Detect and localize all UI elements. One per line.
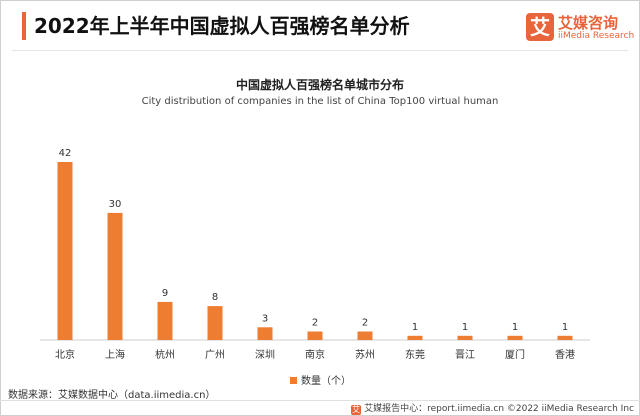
footer-text: 艾媒报告中心：report.iimedia.cn ©2022 iiMedia R… [364, 404, 634, 414]
title-divider [12, 50, 628, 51]
bar-1 [107, 212, 123, 340]
data-label-1: 30 [109, 199, 122, 210]
data-label-0: 42 [59, 148, 72, 159]
x-tick-label-9: 厦门 [505, 348, 525, 361]
legend-swatch [290, 377, 297, 384]
bar-7 [407, 335, 423, 340]
bar-0 [57, 162, 73, 340]
x-tick-label-10: 香港 [555, 349, 575, 361]
data-label-3: 8 [212, 292, 218, 303]
data-label-7: 1 [412, 322, 418, 333]
data-label-5: 2 [312, 318, 318, 329]
bar-4 [257, 327, 273, 340]
data-label-4: 3 [262, 313, 268, 324]
page-title: 2022年上半年中国虚拟人百强榜名单分析 [34, 14, 410, 38]
brand-name-en: iiMedia Research [558, 31, 635, 41]
data-source: 数据来源：艾媒数据中心（data.iimedia.cn） [8, 390, 216, 401]
x-tick-label-3: 广州 [205, 349, 225, 361]
data-label-2: 9 [162, 288, 168, 299]
x-tick-label-7: 东莞 [405, 348, 425, 361]
bar-2 [157, 301, 173, 340]
legend-label: 数量（个） [301, 376, 351, 387]
x-tick-label-8: 晋江 [455, 349, 475, 361]
bar-10 [557, 335, 573, 340]
x-tick-label-5: 南京 [305, 348, 325, 361]
data-label-8: 1 [462, 322, 468, 333]
bar-6 [357, 331, 373, 340]
x-tick-label-2: 杭州 [155, 348, 175, 361]
bar-9 [507, 335, 523, 340]
title-accent-bar [22, 12, 26, 40]
footer-divider [0, 400, 640, 401]
bar-8 [457, 335, 473, 340]
data-label-10: 1 [562, 322, 568, 333]
bar-5 [307, 331, 323, 340]
chart-subtitle: City distribution of companies in the li… [141, 96, 499, 107]
chart-legend: 数量（个） [290, 372, 351, 387]
data-label-9: 1 [512, 322, 518, 333]
footer-logo-icon: 艾 [351, 405, 362, 415]
x-tick-label-0: 北京 [55, 348, 75, 361]
data-label-6: 2 [362, 318, 368, 329]
x-tick-label-6: 苏州 [355, 348, 375, 361]
brand-logo-icon: 艾 [526, 13, 554, 41]
chart-title: 中国虚拟人百强榜名单城市分布 [235, 78, 404, 92]
x-tick-label-4: 深圳 [255, 349, 275, 361]
brand-name-cn: 艾媒咨询 [558, 14, 619, 32]
x-tick-label-1: 上海 [105, 348, 125, 361]
bar-3 [207, 306, 223, 340]
footer: 艾艾媒报告中心：report.iimedia.cn ©2022 iiMedia … [351, 401, 634, 415]
